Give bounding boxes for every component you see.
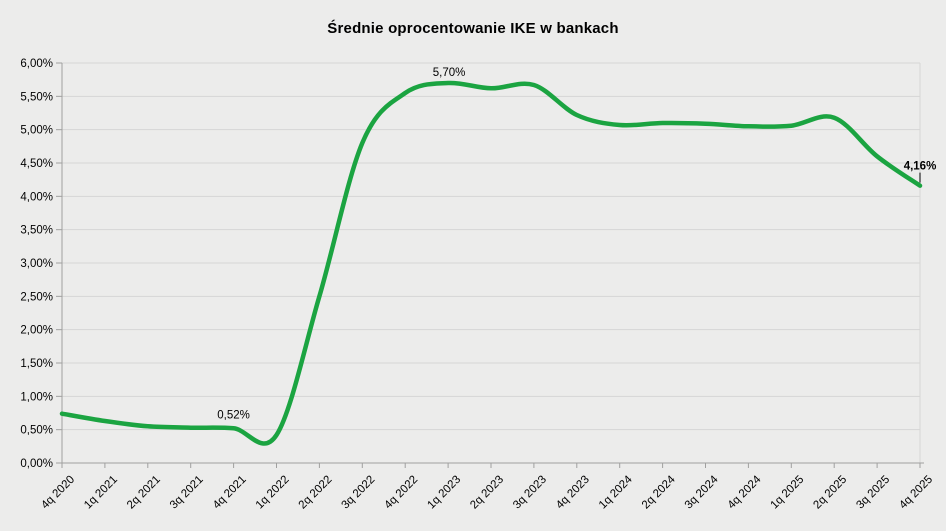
x-axis-label: 4q 2025	[897, 474, 935, 512]
data-label: 0,52%	[217, 409, 250, 421]
y-axis-label: 3,00%	[20, 258, 53, 270]
y-axis-label: 0,50%	[20, 425, 53, 437]
x-axis-label: 2q 2022	[297, 474, 335, 512]
y-axis-label: 5,50%	[20, 91, 53, 103]
x-axis-label: 2q 2023	[468, 474, 506, 512]
x-axis-label: 1q 2021	[82, 474, 120, 512]
x-axis-label: 2q 2025	[811, 474, 849, 512]
x-axis-label: 2q 2021	[125, 474, 163, 512]
y-axis-label: 1,50%	[20, 358, 53, 370]
x-axis-label: 4q 2020	[39, 474, 77, 512]
data-label: 4,16%	[904, 161, 937, 173]
x-axis-label: 3q 2025	[854, 474, 892, 512]
y-axis-label: 0,00%	[20, 458, 53, 470]
x-axis-label: 3q 2022	[340, 474, 378, 512]
y-axis-label: 2,50%	[20, 291, 53, 303]
x-axis-label: 4q 2022	[382, 474, 420, 512]
x-axis-label: 3q 2021	[168, 474, 206, 512]
x-axis-label: 3q 2024	[683, 473, 721, 511]
x-axis-label: 4q 2021	[211, 474, 249, 512]
line-series	[59, 80, 923, 446]
data-label: 5,70%	[433, 67, 466, 79]
y-axis-label: 2,00%	[20, 325, 53, 337]
y-axis-label: 6,00%	[20, 58, 53, 70]
x-axis-label: 1q 2023	[425, 474, 463, 512]
x-axis-label: 1q 2025	[769, 474, 807, 512]
x-axis-label: 3q 2023	[511, 474, 549, 512]
y-axis-label: 3,50%	[20, 225, 53, 237]
x-axis-label: 1q 2024	[597, 473, 635, 511]
y-axis-label: 1,00%	[20, 391, 53, 403]
x-axis-label: 4q 2023	[554, 474, 592, 512]
y-axis-label: 5,00%	[20, 125, 53, 137]
y-axis-label: 4,00%	[20, 191, 53, 203]
chart-title: Średnie oprocentowanie IKE w bankach	[327, 20, 619, 37]
x-axis-label: 1q 2022	[254, 474, 292, 512]
x-axis-label: 2q 2024	[640, 473, 678, 511]
x-axis-label: 4q 2024	[726, 473, 764, 511]
y-axis-label: 4,50%	[20, 158, 53, 170]
